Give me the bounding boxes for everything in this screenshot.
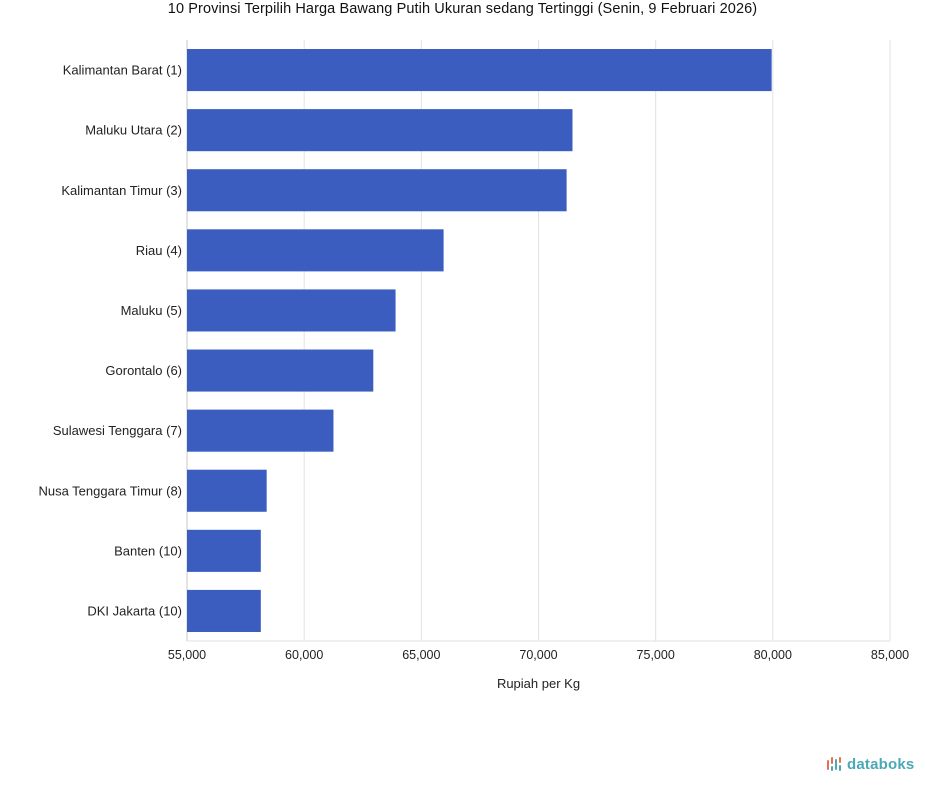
category-label: Gorontalo (6) bbox=[105, 363, 182, 378]
bar[interactable] bbox=[187, 49, 772, 92]
bar[interactable] bbox=[187, 349, 374, 392]
databoks-bars-icon bbox=[827, 757, 841, 771]
databoks-logo: databoks bbox=[826, 753, 914, 775]
databoks-logo-text: databoks bbox=[847, 755, 915, 773]
category-label: Maluku Utara (2) bbox=[85, 123, 182, 138]
bar[interactable] bbox=[187, 469, 267, 512]
x-axis-title: Rupiah per Kg bbox=[497, 676, 580, 691]
bar[interactable] bbox=[187, 169, 567, 212]
x-tick-label: 70,000 bbox=[519, 648, 557, 662]
bar[interactable] bbox=[187, 109, 573, 152]
x-tick-labels: 55,000 60,000 65,000 70,000 75,000 80,000 85,0… bbox=[168, 648, 909, 662]
bar[interactable] bbox=[187, 229, 444, 272]
chart-title: 10 Provinsi Terpilih Harga Bawang Putih … bbox=[167, 1, 758, 17]
bar[interactable] bbox=[187, 409, 334, 452]
category-label: Riau (4) bbox=[136, 243, 182, 258]
bar[interactable] bbox=[187, 589, 261, 632]
x-tick-label: 60,000 bbox=[285, 648, 323, 662]
bars bbox=[187, 49, 772, 632]
category-label: DKI Jakarta (10) bbox=[87, 603, 182, 618]
x-tick-label: 65,000 bbox=[402, 648, 440, 662]
x-tick-label: 85,000 bbox=[871, 648, 909, 662]
category-label: Sulawesi Tenggara (7) bbox=[53, 423, 182, 438]
x-tick-label: 80,000 bbox=[754, 648, 792, 662]
category-label: Maluku (5) bbox=[121, 303, 182, 318]
bar[interactable] bbox=[187, 529, 261, 572]
x-tick-label: 75,000 bbox=[637, 648, 675, 662]
bar[interactable] bbox=[187, 289, 396, 332]
x-tick-label: 55,000 bbox=[168, 648, 206, 662]
category-label: Kalimantan Barat (1) bbox=[63, 63, 182, 78]
category-label: Kalimantan Timur (3) bbox=[61, 183, 182, 198]
category-label: Banten (10) bbox=[114, 543, 182, 558]
category-label: Nusa Tenggara Timur (8) bbox=[38, 483, 182, 498]
category-labels: Kalimantan Barat (1) Maluku Utara (2) Kali… bbox=[38, 63, 182, 619]
gridlines bbox=[186, 40, 891, 642]
